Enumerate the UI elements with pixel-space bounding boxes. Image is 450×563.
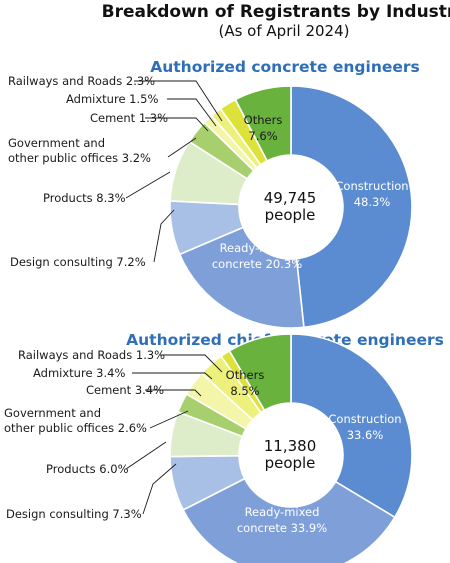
leader-cement: [145, 117, 209, 132]
label-admixture: Admixture 3.4%: [33, 366, 125, 380]
label-construction: 48.3%: [354, 195, 391, 209]
leader-railways-and-roads: [134, 80, 223, 122]
slice-ready-mixed-concrete: [182, 477, 396, 563]
label-government-and-other-public-offices: other public offices 2.6%: [4, 421, 147, 435]
label-others: 7.6%: [248, 129, 277, 143]
label-construction: 33.6%: [347, 428, 384, 442]
label-ready-mixed-concrete: concrete 33.9%: [237, 521, 327, 535]
leader-design-consulting: [142, 463, 177, 515]
slice-others: [228, 333, 292, 412]
label-cement: Cement 3.4%: [86, 383, 164, 397]
leader-design-consulting: [153, 209, 175, 263]
label-government-and-other-public-offices: other public offices 3.2%: [8, 151, 151, 165]
center-unit: people: [265, 206, 316, 224]
label-construction: Construction: [328, 412, 401, 426]
label-government-and-other-public-offices: Government and: [8, 136, 105, 150]
slice-construction: [290, 85, 413, 329]
label-railways-and-roads: Railways and Roads 2.3%: [8, 74, 155, 88]
label-ready-mixed-concrete: Ready-mixed: [245, 505, 320, 519]
slices: [169, 333, 413, 563]
leader-government-and-other-public-offices: [167, 137, 197, 158]
label-others: 8.5%: [230, 384, 259, 398]
label-products: Products 8.3%: [43, 191, 126, 205]
leader-admixture: [167, 98, 217, 127]
leader-products: [125, 171, 171, 199]
center-unit: people: [265, 454, 316, 472]
label-ready-mixed-concrete: Ready-mixed: [220, 241, 295, 255]
leader-railways-and-roads: [160, 354, 223, 373]
donut-chart-chief-engineers: Authorized chief concrete engineers11,38…: [4, 331, 444, 563]
label-admixture: Admixture 1.5%: [66, 92, 158, 106]
leader-products: [125, 441, 167, 470]
center-count: 49,745: [264, 189, 317, 207]
label-design-consulting: Design consulting 7.3%: [6, 507, 142, 521]
label-others: Others: [226, 368, 265, 382]
label-ready-mixed-concrete: concrete 20.3%: [212, 257, 302, 271]
leader-government-and-other-public-offices: [149, 410, 189, 429]
slice-construction: [290, 333, 413, 519]
leader-admixture: [132, 372, 213, 380]
label-products: Products 6.0%: [46, 462, 129, 476]
label-cement: Cement 1.3%: [90, 111, 168, 125]
label-government-and-other-public-offices: Government and: [4, 406, 101, 420]
label-design-consulting: Design consulting 7.2%: [10, 255, 146, 269]
label-construction: Construction: [335, 179, 408, 193]
center-count: 11,380: [264, 437, 317, 455]
slice-ready-mixed-concrete: [178, 226, 305, 329]
donut-chart-engineers: Authorized concrete engineers 49,745peopl…: [8, 58, 420, 329]
leader-cement: [145, 389, 202, 397]
figure-title: Breakdown of Registrants by Industry: [102, 2, 450, 22]
chart-title: Authorized concrete engineers: [150, 58, 420, 76]
slice-others: [234, 85, 292, 162]
label-railways-and-roads: Railways and Roads 1.3%: [18, 348, 165, 362]
figure-subtitle: (As of April 2024): [218, 22, 349, 40]
slices: [169, 85, 413, 329]
label-others: Others: [244, 113, 283, 127]
